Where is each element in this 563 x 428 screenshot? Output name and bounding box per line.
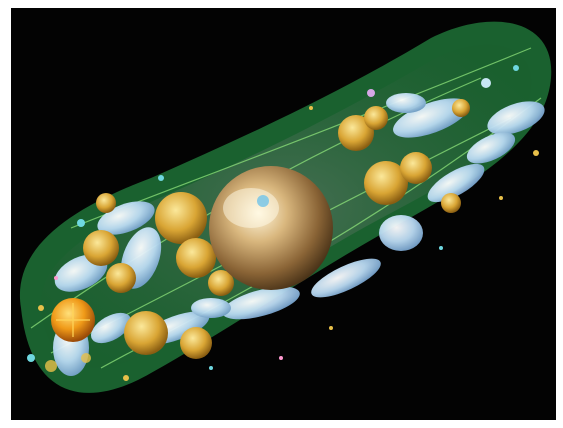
small-particles	[27, 65, 539, 381]
cell-illustration	[11, 8, 556, 420]
yellow-vesicles	[83, 99, 470, 359]
nucleus	[209, 166, 333, 290]
orange-organelle	[51, 298, 95, 342]
